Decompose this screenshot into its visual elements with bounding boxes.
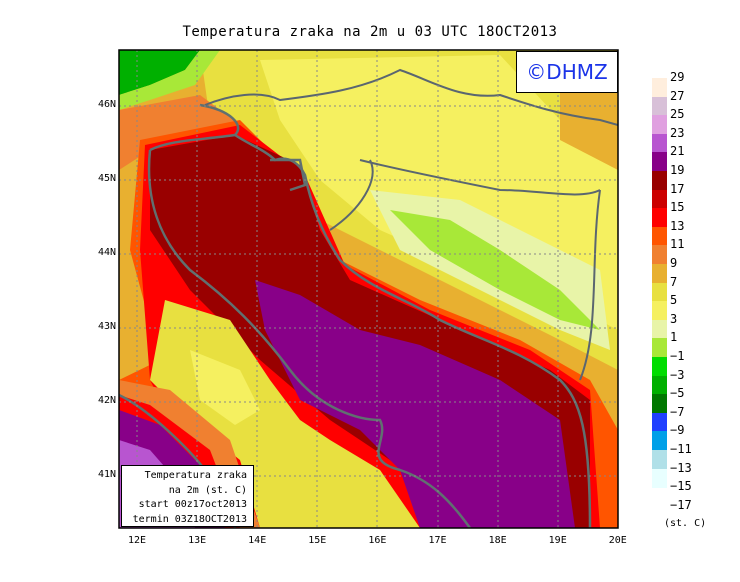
legend-label: 21	[670, 144, 685, 159]
legend-color-box	[652, 264, 667, 284]
legend-label: −13	[670, 460, 692, 475]
info-box: Temperatura zraka na 2m (st. C) start 00…	[121, 465, 254, 527]
legend-color-box	[652, 208, 667, 228]
legend-label: 1	[670, 330, 678, 345]
legend-color-box	[652, 338, 667, 358]
nw-corner-green	[119, 50, 200, 95]
info-line: termin 03Z18OCT2013	[132, 513, 247, 525]
legend-label: 15	[670, 200, 685, 215]
y-tick-label: 46N	[97, 99, 116, 110]
nw-corner-lightgreen	[119, 50, 220, 110]
legend-color-box	[652, 245, 667, 265]
borders	[204, 68, 618, 381]
adriatic-purple	[255, 280, 575, 528]
x-tick-label: 12E	[127, 535, 147, 546]
info-line: na 2m (st. C)	[168, 484, 247, 496]
legend-label: 19	[670, 163, 685, 177]
legend-label: 17	[670, 181, 685, 196]
y-tick-label: 43N	[97, 321, 116, 332]
map-frame	[118, 49, 619, 529]
map-title: Temperatura zraka na 2m u 03 UTC 18OCT20…	[182, 24, 558, 40]
legend-label: 23	[670, 125, 685, 140]
italy-light-yellow	[190, 350, 260, 425]
italy-yellow-land	[150, 300, 420, 528]
legend-label: 27	[670, 88, 685, 103]
lat-lon-grid	[119, 50, 618, 528]
dhmz-watermark: ©DHMZ	[516, 51, 618, 93]
bosnia-green	[390, 210, 600, 330]
legend-color-box	[652, 189, 667, 209]
legend-unit: (st. C)	[664, 518, 707, 529]
legend-color-box	[652, 450, 667, 470]
legend-color-box	[652, 78, 667, 98]
legend-color-box	[652, 375, 667, 395]
legend-color-box	[652, 357, 667, 377]
legend-label: 13	[670, 218, 685, 233]
legend-color-box	[652, 133, 667, 153]
legend-label: −11	[670, 442, 692, 456]
y-tick-label: 42N	[97, 395, 116, 406]
legend-color-box	[652, 394, 667, 414]
x-tick-label: 19E	[548, 535, 567, 546]
legend-color-box	[652, 412, 667, 432]
legend-label: −9	[670, 423, 685, 438]
legend-color-box	[652, 96, 667, 116]
legend-color-box	[652, 468, 667, 488]
legend-label: 7	[670, 274, 678, 289]
legend-label: 11	[670, 237, 685, 252]
info-line: Temperatura zraka	[144, 470, 247, 481]
legend-label: 5	[670, 293, 678, 308]
y-tick-label: 44N	[97, 247, 116, 258]
legend-label: −3	[670, 367, 685, 382]
legend-color-box	[652, 152, 667, 172]
legend-label: −17	[670, 497, 692, 512]
x-tick-label: 18E	[488, 535, 507, 546]
y-tick-label: 45N	[97, 173, 116, 184]
legend-color-box	[652, 431, 667, 451]
legend-color-box	[652, 319, 667, 339]
legend-color-box	[652, 282, 667, 302]
legend-label: 3	[670, 311, 678, 326]
x-tick-label: 15E	[308, 535, 327, 546]
legend-label: 25	[670, 107, 685, 122]
x-tick-label: 20E	[608, 535, 627, 546]
legend-label: −1	[670, 349, 685, 363]
x-tick-label: 16E	[368, 535, 387, 546]
legend-color-box	[652, 171, 667, 191]
legend-label: −15	[670, 479, 692, 494]
legend-label: −5	[670, 386, 685, 401]
legend-label: 9	[670, 256, 678, 270]
legend-color-box	[652, 301, 667, 321]
legend-color-box	[652, 115, 667, 135]
legend-color-box	[652, 226, 667, 246]
y-tick-label: 41N	[97, 469, 116, 480]
info-line: start 00z17oct2013	[138, 499, 247, 510]
legend-label: 29	[670, 70, 685, 84]
x-tick-label: 14E	[248, 535, 267, 546]
legend-label: −7	[670, 404, 685, 419]
x-tick-label: 17E	[428, 535, 447, 546]
x-tick-label: 13E	[188, 535, 207, 546]
